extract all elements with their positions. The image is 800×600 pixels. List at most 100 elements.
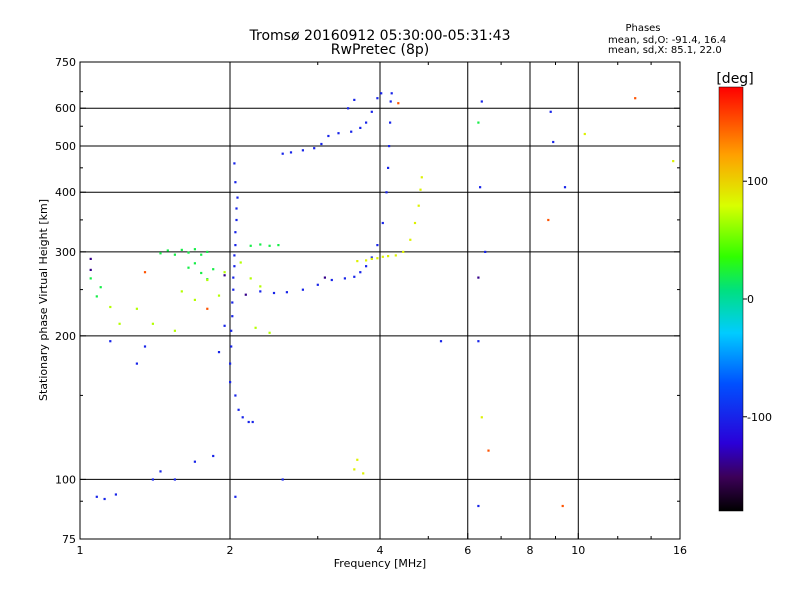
data-point (241, 416, 244, 419)
data-point (232, 276, 235, 279)
data-point (180, 290, 183, 293)
data-point (99, 286, 102, 289)
y-tick-label: 200 (55, 330, 76, 343)
data-point (135, 307, 138, 310)
data-point (353, 468, 356, 471)
data-point (235, 218, 238, 222)
data-point (173, 478, 176, 481)
data-point (289, 151, 293, 154)
data-point (337, 132, 340, 135)
y-tick-label: 400 (55, 186, 76, 199)
data-point (477, 276, 480, 279)
data-point (118, 322, 121, 325)
data-point (330, 278, 333, 282)
data-point (353, 98, 356, 101)
data-point (206, 278, 209, 282)
data-point (365, 265, 368, 268)
data-point (320, 142, 323, 146)
data-point (89, 257, 92, 260)
data-point (365, 121, 368, 124)
data-point (187, 251, 190, 254)
data-point (217, 294, 221, 297)
data-point (365, 259, 368, 262)
x-tick-label: 10 (571, 544, 585, 557)
data-point (233, 254, 236, 257)
data-point (390, 92, 393, 95)
data-point (159, 252, 162, 255)
data-point (370, 256, 373, 259)
data-point (151, 478, 154, 481)
data-point (439, 340, 443, 343)
data-point (193, 262, 196, 265)
data-point (313, 147, 316, 150)
data-point (234, 495, 237, 498)
data-point (376, 97, 379, 100)
y-tick-label: 750 (55, 56, 76, 69)
data-point (231, 315, 234, 318)
data-point (193, 248, 196, 251)
data-point (223, 271, 226, 274)
data-point (143, 271, 147, 274)
data-point (409, 238, 412, 241)
data-point (583, 132, 586, 136)
data-point (193, 298, 196, 301)
data-point (359, 126, 362, 129)
data-point (480, 100, 483, 103)
data-point (477, 504, 480, 508)
data-point (387, 255, 390, 258)
data-point (387, 166, 390, 169)
data-point (479, 186, 482, 189)
data-point (356, 458, 359, 461)
data-point (359, 271, 362, 274)
data-point (230, 345, 233, 348)
data-point (235, 207, 238, 210)
data-point (389, 100, 392, 103)
y-axis-label: Stationary phase Virtual Height [km] (37, 199, 50, 401)
data-point (249, 244, 252, 247)
data-point (259, 243, 262, 246)
data-point (477, 121, 480, 124)
y-tick-label: 300 (55, 246, 76, 259)
data-point (239, 261, 242, 264)
colorbar-tick-label: 0 (747, 293, 754, 306)
data-point (394, 254, 397, 257)
x-tick-label: 6 (464, 544, 471, 557)
data-point (143, 345, 147, 348)
data-point (301, 288, 304, 291)
data-point (223, 274, 226, 277)
data-point (251, 420, 254, 424)
data-point (381, 255, 384, 258)
data-point (234, 181, 237, 184)
data-point (233, 265, 236, 268)
data-points (89, 92, 675, 508)
x-tick-label: 8 (527, 544, 534, 557)
colorbar-label: [deg] (716, 71, 753, 87)
data-point (323, 276, 326, 279)
stats-o-mode: mean, sd,O: -91.4, 16.4 (608, 35, 726, 46)
data-point (135, 362, 138, 365)
data-point (477, 340, 480, 343)
grid-lines (80, 62, 680, 539)
data-point (389, 121, 392, 124)
data-point (95, 495, 98, 498)
data-point (419, 188, 422, 191)
data-point (89, 268, 92, 271)
data-point (200, 253, 203, 256)
data-point (480, 416, 483, 419)
data-point (417, 204, 420, 207)
data-point (234, 394, 237, 397)
data-point (223, 324, 226, 327)
data-point (259, 285, 262, 288)
y-tick-label: 75 (62, 533, 76, 546)
data-point (316, 283, 319, 286)
data-point (114, 493, 117, 496)
data-point (180, 248, 183, 251)
data-point (268, 331, 271, 334)
data-point (362, 472, 365, 475)
data-point (236, 196, 239, 199)
x-axis-label: Frequency [MHz] (334, 557, 426, 570)
data-point (200, 271, 203, 275)
data-point (159, 470, 162, 473)
data-point (547, 218, 550, 222)
